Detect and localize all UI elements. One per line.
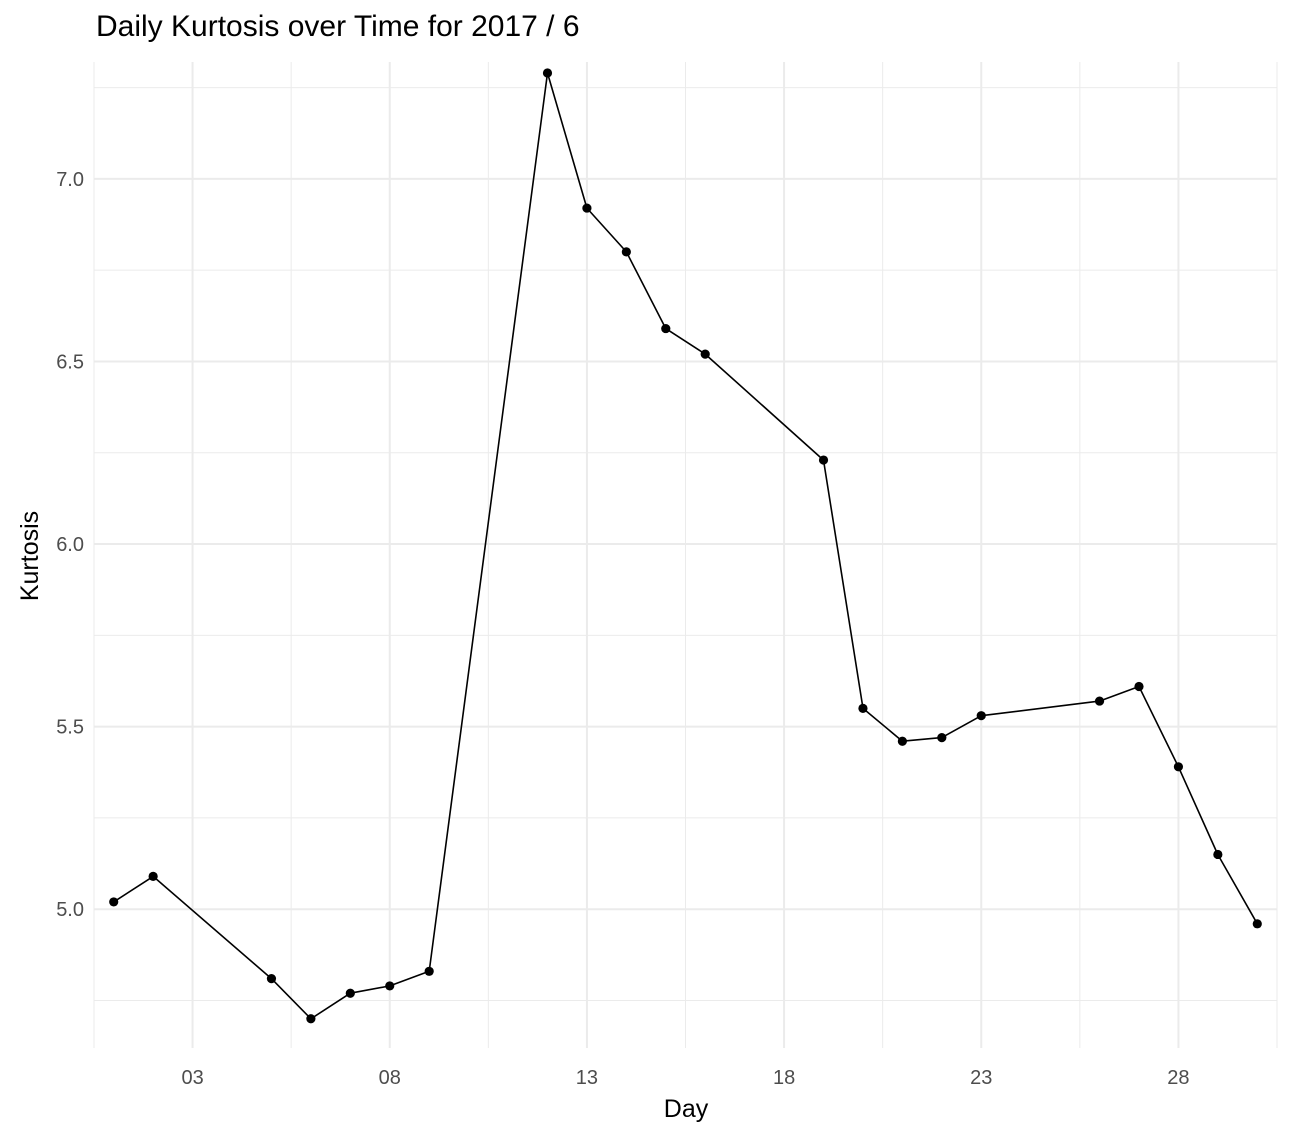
data-point (818, 455, 829, 465)
data-point (148, 871, 158, 881)
x-tick-label: 03 (181, 1067, 203, 1089)
data-point (661, 323, 671, 334)
y-tick-label: 6.0 (56, 534, 84, 556)
y-tick-label: 7.0 (56, 169, 84, 191)
data-point (266, 974, 277, 984)
y-tick-label: 5.5 (56, 717, 84, 739)
series-line-group (113, 72, 1258, 1020)
x-tick-label: 08 (379, 1067, 401, 1089)
major-grid (94, 62, 1277, 1048)
data-point (1213, 849, 1223, 860)
data-point (306, 1014, 316, 1024)
data-point (109, 897, 119, 907)
data-point (424, 966, 434, 976)
y-tick-label: 5.0 (56, 899, 84, 921)
data-point (937, 732, 947, 743)
data-point (542, 68, 553, 78)
data-point (1094, 696, 1105, 706)
chart-title: Daily Kurtosis over Time for 2017 / 6 (96, 10, 580, 43)
y-axis-title: Kurtosis (16, 511, 44, 601)
x-axis-ticks: 03 08 13 18 23 28 (181, 1067, 1189, 1089)
data-point (621, 247, 631, 257)
data-point (700, 349, 710, 359)
series-points-group (109, 68, 1262, 1024)
x-tick-label: 23 (970, 1067, 992, 1089)
data-point (582, 203, 592, 213)
x-tick-label: 18 (773, 1067, 795, 1089)
data-point (897, 736, 907, 746)
x-tick-label: 28 (1167, 1067, 1189, 1089)
data-point (1173, 762, 1184, 772)
series-line (113, 72, 1258, 1020)
y-tick-label: 6.5 (56, 351, 84, 373)
data-point (1252, 919, 1262, 929)
minor-grid (93, 62, 1278, 1048)
y-axis-ticks: 5.0 5.5 6.0 6.5 7.0 (56, 169, 84, 921)
data-point (976, 711, 986, 721)
data-point (345, 988, 355, 998)
data-point (858, 703, 868, 713)
data-point (1134, 681, 1144, 692)
x-axis-title: Day (664, 1095, 709, 1123)
data-point (385, 981, 395, 991)
x-tick-label: 13 (576, 1067, 598, 1089)
